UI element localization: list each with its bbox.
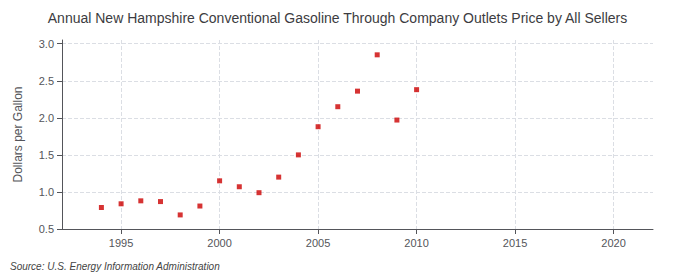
svg-text:2010: 2010 <box>404 237 428 249</box>
svg-text:3.0: 3.0 <box>39 38 54 50</box>
svg-text:2.0: 2.0 <box>39 112 54 124</box>
svg-text:2015: 2015 <box>503 237 527 249</box>
svg-text:1.5: 1.5 <box>39 149 54 161</box>
svg-text:2005: 2005 <box>306 237 330 249</box>
svg-text:1.0: 1.0 <box>39 186 54 198</box>
svg-text:Source: U.S. Energy Informatio: Source: U.S. Energy Information Administ… <box>10 261 220 272</box>
svg-text:2020: 2020 <box>601 237 625 249</box>
svg-text:Dollars per Gallon: Dollars per Gallon <box>11 86 25 182</box>
svg-text:0.5: 0.5 <box>39 223 54 235</box>
svg-text:2.5: 2.5 <box>39 75 54 87</box>
svg-text:1995: 1995 <box>109 237 133 249</box>
svg-text:Annual New Hampshire Conventio: Annual New Hampshire Conventional Gasoli… <box>48 10 627 26</box>
svg-text:2000: 2000 <box>207 237 231 249</box>
